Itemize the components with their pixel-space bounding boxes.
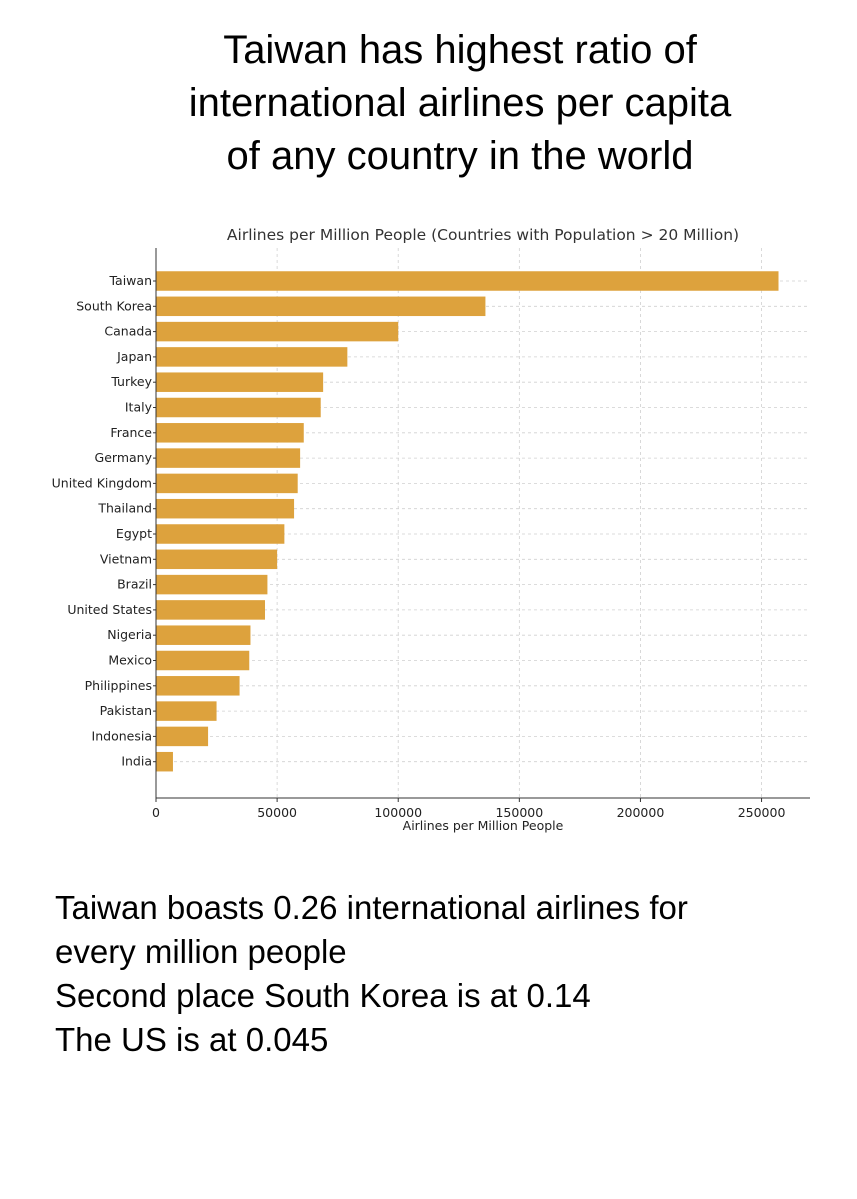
headline: Taiwan has highest ratio of internationa… [60,24,857,183]
y-tick-label: Philippines [85,678,152,693]
headline-line: Taiwan has highest ratio of [223,28,697,72]
y-tick-label: Turkey [110,374,152,389]
y-tick-label: Canada [104,324,152,339]
y-tick-label: Nigeria [107,627,152,642]
headline-line: of any country in the world [226,134,694,178]
x-tick-label: 100000 [374,805,422,820]
bar [156,701,217,721]
y-tick-label: South Korea [76,298,152,313]
note-line: every million people [55,933,347,970]
bar-chart: Taiwan South Korea Canada Japan Turkey Italy F… [0,210,857,850]
bar [156,574,268,595]
bar [156,423,304,443]
y-tick-label: Brazil [117,577,152,592]
bar [156,296,486,317]
y-tick-label: Egypt [116,526,152,541]
x-tick-label: 50000 [257,805,297,820]
y-tick-label: Taiwan [108,273,152,288]
chart-svg: Taiwan South Korea Canada Japan Turkey Italy F… [52,226,810,833]
y-tick-label: United States [67,602,152,617]
bar [156,321,399,342]
y-tick-label: France [110,425,152,440]
note-line: The US is at 0.045 [55,1021,329,1058]
x-tick-label: 200000 [617,805,665,820]
y-tick-label: Pakistan [100,703,152,718]
y-tick-label: Indonesia [92,728,152,743]
x-axis-label: Airlines per Million People [403,818,564,833]
bar [156,271,779,291]
note-line: Taiwan boasts 0.26 international airline… [55,889,688,926]
bar [156,726,209,747]
bar [156,372,324,392]
note-line: Second place South Korea is at 0.14 [55,977,591,1014]
y-tick-label: Mexico [108,653,152,668]
bar [156,676,240,696]
y-tick-label: Vietnam [100,551,152,566]
bar [156,600,265,620]
bar [156,473,298,494]
y-tick-label: Germany [95,450,153,465]
x-tick-label: 150000 [495,805,543,820]
bar [156,751,173,772]
y-tick-label: United Kingdom [52,475,152,490]
x-tick-label: 0 [152,805,160,820]
bar [156,524,285,544]
chart-title: Airlines per Million People (Countries w… [227,226,739,244]
y-tick-label: Thailand [97,501,152,516]
y-tick-label: India [121,754,152,769]
notes: Taiwan boasts 0.26 international airline… [55,886,835,1062]
bar [156,625,251,645]
headline-line: international airlines per capita [188,81,732,125]
y-tick-label: Japan [116,349,152,364]
bar [156,397,321,418]
bar [156,347,348,367]
bar [156,650,250,671]
bar [156,549,278,570]
bar [156,498,295,519]
y-tick-label: Italy [125,400,153,415]
bar [156,448,301,468]
x-tick-label: 250000 [738,805,786,820]
